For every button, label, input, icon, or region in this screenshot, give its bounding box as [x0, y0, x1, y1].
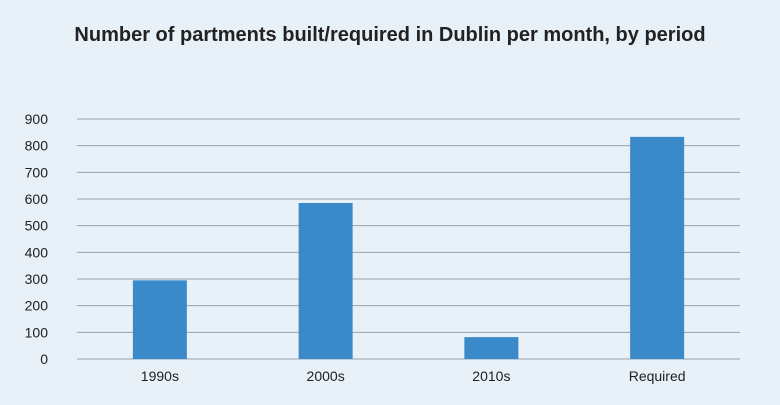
x-tick-label-required: Required — [629, 368, 686, 384]
y-tick-label-600: 600 — [25, 191, 49, 207]
x-tick-label-1990s: 1990s — [141, 368, 179, 384]
y-axis-ticks: 0 100 200 300 400 500 600 700 800 900 — [25, 111, 49, 367]
gridlines — [77, 118, 740, 360]
bar-2010s — [464, 337, 519, 359]
y-tick-label-100: 100 — [25, 324, 49, 340]
x-axis-ticks: 1990s 2000s 2010s Required — [141, 368, 686, 384]
bar-2000s — [298, 203, 353, 359]
y-tick-label-800: 800 — [25, 138, 49, 154]
y-tick-label-300: 300 — [25, 271, 49, 287]
bar-1990s — [132, 280, 187, 359]
y-tick-label-200: 200 — [25, 298, 49, 314]
chart-title: Number of partments built/required in Du… — [74, 24, 706, 46]
x-tick-label-2000s: 2000s — [307, 368, 345, 384]
y-tick-label-400: 400 — [25, 244, 49, 260]
y-tick-label-700: 700 — [25, 164, 49, 180]
bar-required — [630, 136, 685, 359]
x-tick-label-2010s: 2010s — [472, 368, 510, 384]
y-tick-label-900: 900 — [25, 111, 49, 127]
y-tick-label-0: 0 — [40, 351, 48, 367]
y-tick-label-500: 500 — [25, 218, 49, 234]
bars — [132, 136, 685, 359]
